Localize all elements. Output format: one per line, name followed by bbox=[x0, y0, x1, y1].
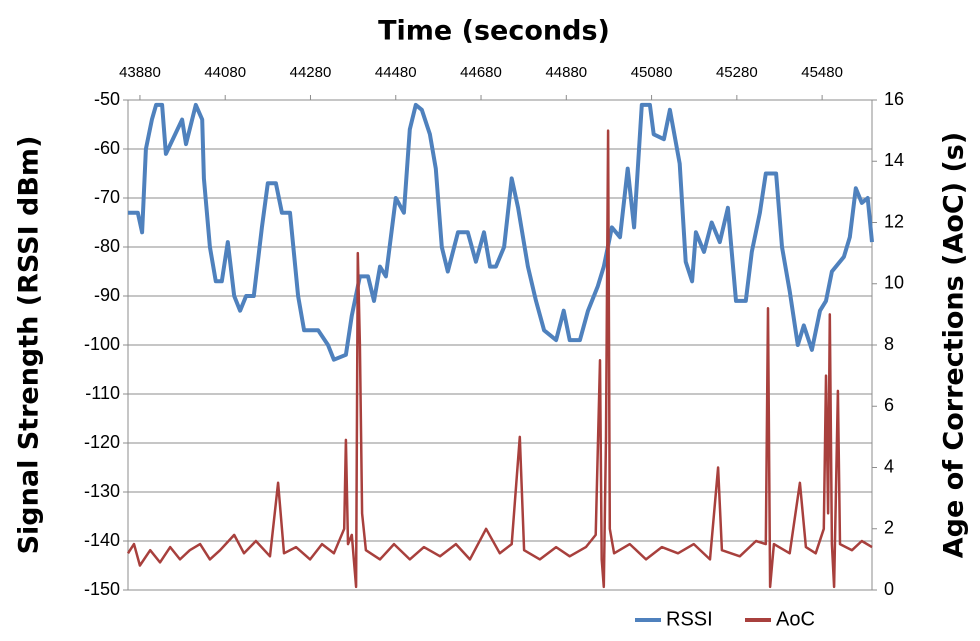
plot-border bbox=[127, 99, 873, 591]
y-tick-label: -90 bbox=[94, 285, 120, 305]
y2-tick-label: 4 bbox=[884, 456, 894, 476]
series-line bbox=[128, 102, 874, 362]
series-line bbox=[126, 129, 873, 589]
x-tick-label: 44080 bbox=[204, 64, 246, 81]
y-tick-label: -80 bbox=[94, 236, 120, 256]
x-axis-title: Time (seconds) bbox=[378, 16, 610, 47]
y-tick-label: -140 bbox=[84, 530, 120, 550]
y2-tick-label: 2 bbox=[884, 518, 894, 538]
y2-tick-label: 0 bbox=[884, 579, 894, 599]
x-tick-label: 44480 bbox=[375, 64, 417, 81]
x-tick-label: 45280 bbox=[716, 64, 758, 81]
y2-tick-label: 10 bbox=[884, 273, 904, 293]
x-tick-label: 44680 bbox=[460, 64, 502, 81]
y-tick-label: -120 bbox=[84, 432, 120, 452]
x-tick-label: 45080 bbox=[631, 64, 673, 81]
y-tick-label: -70 bbox=[94, 187, 120, 207]
y-tick-label: -150 bbox=[84, 579, 120, 599]
y2-tick-label: 8 bbox=[884, 334, 894, 354]
y2-axis-title: Age of Corrections (AoC) (s) bbox=[939, 132, 970, 558]
x-tick-label: 44280 bbox=[290, 64, 332, 81]
y2-tick-label: 6 bbox=[884, 395, 894, 415]
y2-tick-label: 12 bbox=[884, 211, 904, 231]
x-tick-label: 45480 bbox=[801, 64, 843, 81]
y-tick-label: -50 bbox=[94, 89, 120, 109]
y-tick-label: -130 bbox=[84, 481, 120, 501]
y-axis-title: Signal Strength (RSSI dBm) bbox=[14, 136, 45, 555]
y-tick-label: -110 bbox=[85, 383, 120, 403]
y2-tick-label: 14 bbox=[884, 150, 904, 170]
y-tick-label: -100 bbox=[84, 334, 120, 354]
legend-label: AoC bbox=[776, 608, 815, 630]
y-tick-label: -60 bbox=[94, 138, 120, 158]
x-tick-label: 44880 bbox=[545, 64, 587, 81]
x-tick-label: 43880 bbox=[119, 64, 161, 81]
legend-label: RSSI bbox=[666, 608, 713, 630]
y2-tick-label: 16 bbox=[884, 89, 904, 109]
